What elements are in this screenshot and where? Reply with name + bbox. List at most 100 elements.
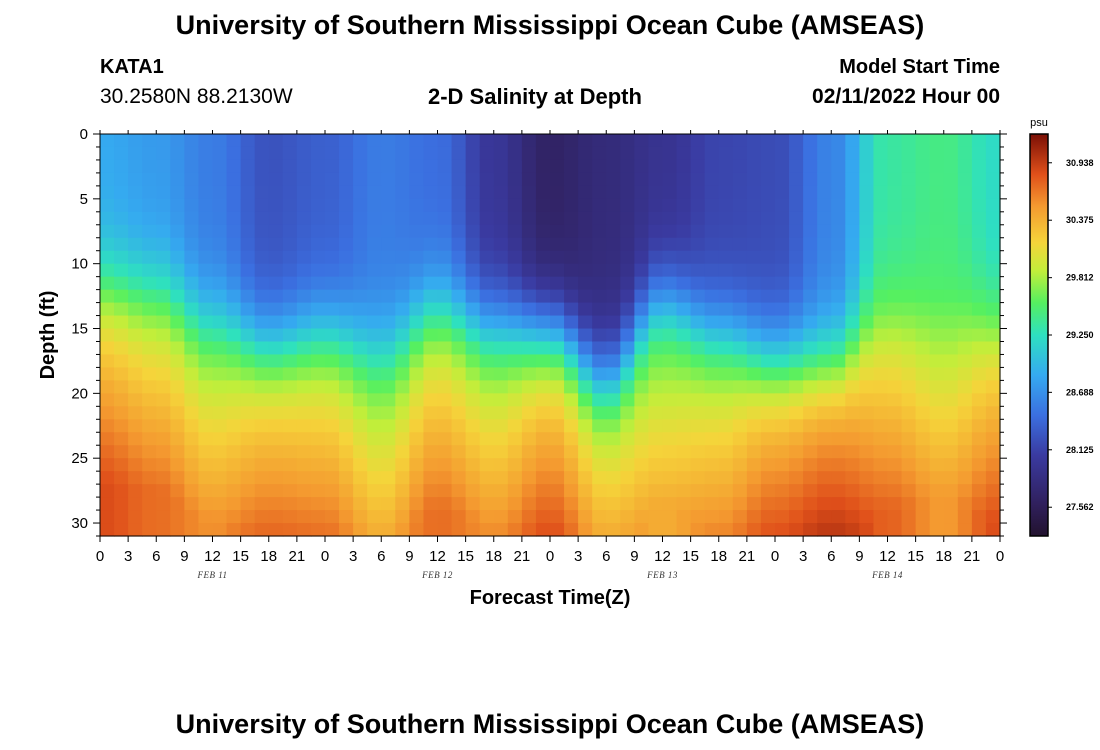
heatmap-cell <box>184 445 200 459</box>
heatmap-cell <box>240 211 256 226</box>
heatmap-cell <box>704 159 720 174</box>
heatmap-cell <box>381 159 396 174</box>
heatmap-cell <box>423 393 439 407</box>
heatmap-cell <box>690 134 706 148</box>
heatmap-cell <box>142 185 157 200</box>
heatmap-cell <box>170 302 185 317</box>
heatmap-cell <box>929 393 945 407</box>
heatmap-cell <box>662 315 678 330</box>
heatmap-cell <box>564 315 579 330</box>
heatmap-cell <box>985 341 1001 356</box>
heatmap-cell <box>353 458 368 472</box>
heatmap-cell <box>732 146 748 161</box>
heatmap-cell <box>564 276 579 291</box>
heatmap-cell <box>831 237 846 252</box>
heatmap-cell <box>971 302 987 317</box>
heatmap-cell <box>887 328 903 343</box>
heatmap-cell <box>493 237 509 252</box>
heatmap-cell <box>395 185 410 200</box>
heatmap-cell <box>184 134 200 148</box>
heatmap-cell <box>676 445 692 459</box>
heatmap-cell <box>114 185 129 200</box>
heatmap-cell <box>226 146 242 161</box>
heatmap-cell <box>437 159 453 174</box>
heatmap-cell <box>451 315 467 330</box>
heatmap-cell <box>957 263 973 278</box>
heatmap-cell <box>296 484 312 498</box>
heatmap-cell <box>817 354 832 369</box>
heatmap-cell <box>831 211 846 226</box>
heatmap-cell <box>170 393 185 407</box>
heatmap-cell <box>437 211 453 226</box>
heatmap-cell <box>282 276 298 291</box>
x-tick-label: 18 <box>710 548 727 565</box>
heatmap-cell <box>620 341 635 356</box>
heatmap-cell <box>493 458 509 472</box>
heatmap-cell <box>507 302 523 317</box>
heatmap-cell <box>732 471 748 485</box>
heatmap-cell <box>479 263 495 278</box>
heatmap-cell <box>578 237 593 252</box>
heatmap-cell <box>817 445 832 459</box>
heatmap-cell <box>859 315 875 330</box>
heatmap-cell <box>845 237 860 252</box>
heatmap-cell <box>296 393 312 407</box>
heatmap-cell <box>620 185 635 200</box>
heatmap-cell <box>971 471 987 485</box>
heatmap-cell <box>775 510 790 524</box>
heatmap-cell <box>648 523 664 537</box>
heatmap-cell <box>550 289 565 304</box>
heatmap-cell <box>943 419 959 433</box>
heatmap-cell <box>817 432 832 446</box>
heatmap-cell <box>620 276 635 291</box>
heatmap-cell <box>198 185 214 200</box>
heatmap-cell <box>550 172 565 187</box>
heatmap-cell <box>325 237 340 252</box>
heatmap-cell <box>268 185 284 200</box>
heatmap-cell <box>184 224 200 239</box>
heatmap-cell <box>184 354 200 369</box>
heatmap-cell <box>367 367 382 381</box>
heatmap-cell <box>606 406 621 420</box>
heatmap-cell <box>282 497 298 511</box>
heatmap-cell <box>634 237 650 252</box>
heatmap-cell <box>803 211 818 226</box>
heatmap-cell <box>353 367 368 381</box>
heatmap-cell <box>339 185 354 200</box>
heatmap-cell <box>592 419 607 433</box>
heatmap-cell <box>325 302 340 317</box>
heatmap-cell <box>859 354 875 369</box>
heatmap-cell <box>817 211 832 226</box>
heatmap-cell <box>578 134 593 148</box>
heatmap-cell <box>606 134 621 148</box>
heatmap-cell <box>873 198 889 213</box>
heatmap-cell <box>803 276 818 291</box>
heatmap-cell <box>690 289 706 304</box>
heatmap-cell <box>381 134 396 148</box>
heatmap-cell <box>268 445 284 459</box>
heatmap-cell <box>550 367 565 381</box>
heatmap-cell <box>550 263 565 278</box>
heatmap-cell <box>296 250 312 265</box>
x-tick-label: 21 <box>739 548 756 565</box>
heatmap-cell <box>859 276 875 291</box>
heatmap-cell <box>648 224 664 239</box>
heatmap-cell <box>184 432 200 446</box>
heatmap-cell <box>817 134 832 148</box>
heatmap-cell <box>198 445 214 459</box>
heatmap-cell <box>676 237 692 252</box>
heatmap-cell <box>873 237 889 252</box>
heatmap-cell <box>226 484 242 498</box>
heatmap-cell <box>114 367 129 381</box>
heatmap-cell <box>676 510 692 524</box>
heatmap-cell <box>465 237 481 252</box>
heatmap-cell <box>789 406 804 420</box>
y-tick-label: 25 <box>71 450 88 467</box>
heatmap-cell <box>128 198 143 213</box>
heatmap-cell <box>507 380 523 394</box>
heatmap-cell <box>240 432 256 446</box>
heatmap-cell <box>268 458 284 472</box>
heatmap-cell <box>521 341 537 356</box>
heatmap-cell <box>915 341 931 356</box>
heatmap-cell <box>142 276 157 291</box>
